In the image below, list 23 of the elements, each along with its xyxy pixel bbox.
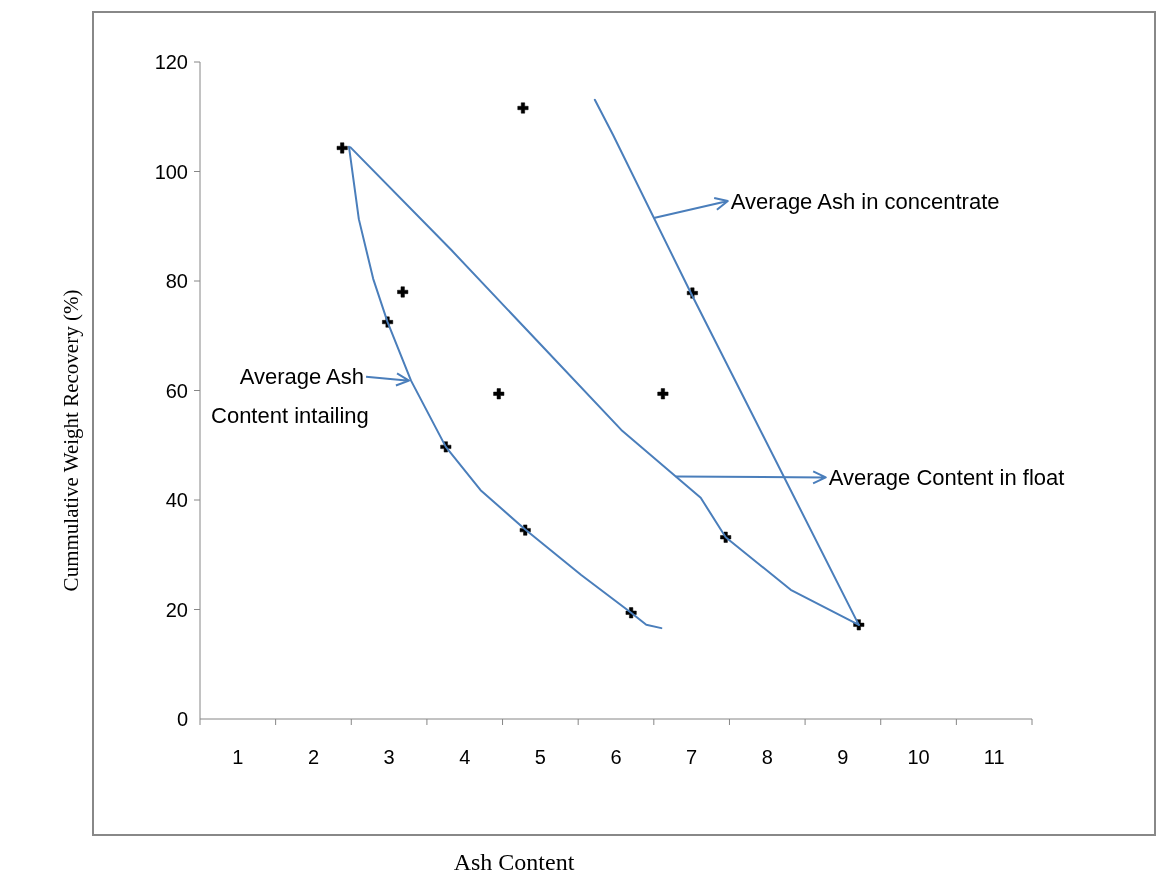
y-tick-label: 20 <box>165 598 188 621</box>
y-tick-label: 80 <box>165 270 188 292</box>
x-tick-label: 3 <box>383 746 395 768</box>
x-tick-label: 9 <box>837 746 849 768</box>
x-tick-label: 10 <box>907 746 930 768</box>
x-tick-label: 7 <box>686 746 698 768</box>
annotation: Average Ash in concentrate <box>730 188 1000 214</box>
x-tick-label: 4 <box>459 746 471 768</box>
y-tick-label: 100 <box>154 160 188 183</box>
x-tick-label: 2 <box>307 746 320 768</box>
x-axis-title: Ash Content <box>453 849 575 875</box>
x-tick-label: 6 <box>610 746 622 768</box>
y-axis-title: Cummulative Weight Recovery (%) <box>59 289 83 592</box>
y-tick-label: 0 <box>176 708 188 730</box>
y-tick-label: 40 <box>165 489 188 511</box>
x-tick-label: 11 <box>983 746 1005 768</box>
y-tick-label: 120 <box>154 51 188 73</box>
y-tick-label: 60 <box>165 379 188 402</box>
annotation: Average Ash Content intailing <box>211 364 369 428</box>
x-tick-label: 5 <box>534 746 546 768</box>
x-tick-label: 1 <box>232 746 244 768</box>
annotation: Average Content in float <box>828 465 1065 491</box>
x-tick-label: 8 <box>761 746 773 768</box>
